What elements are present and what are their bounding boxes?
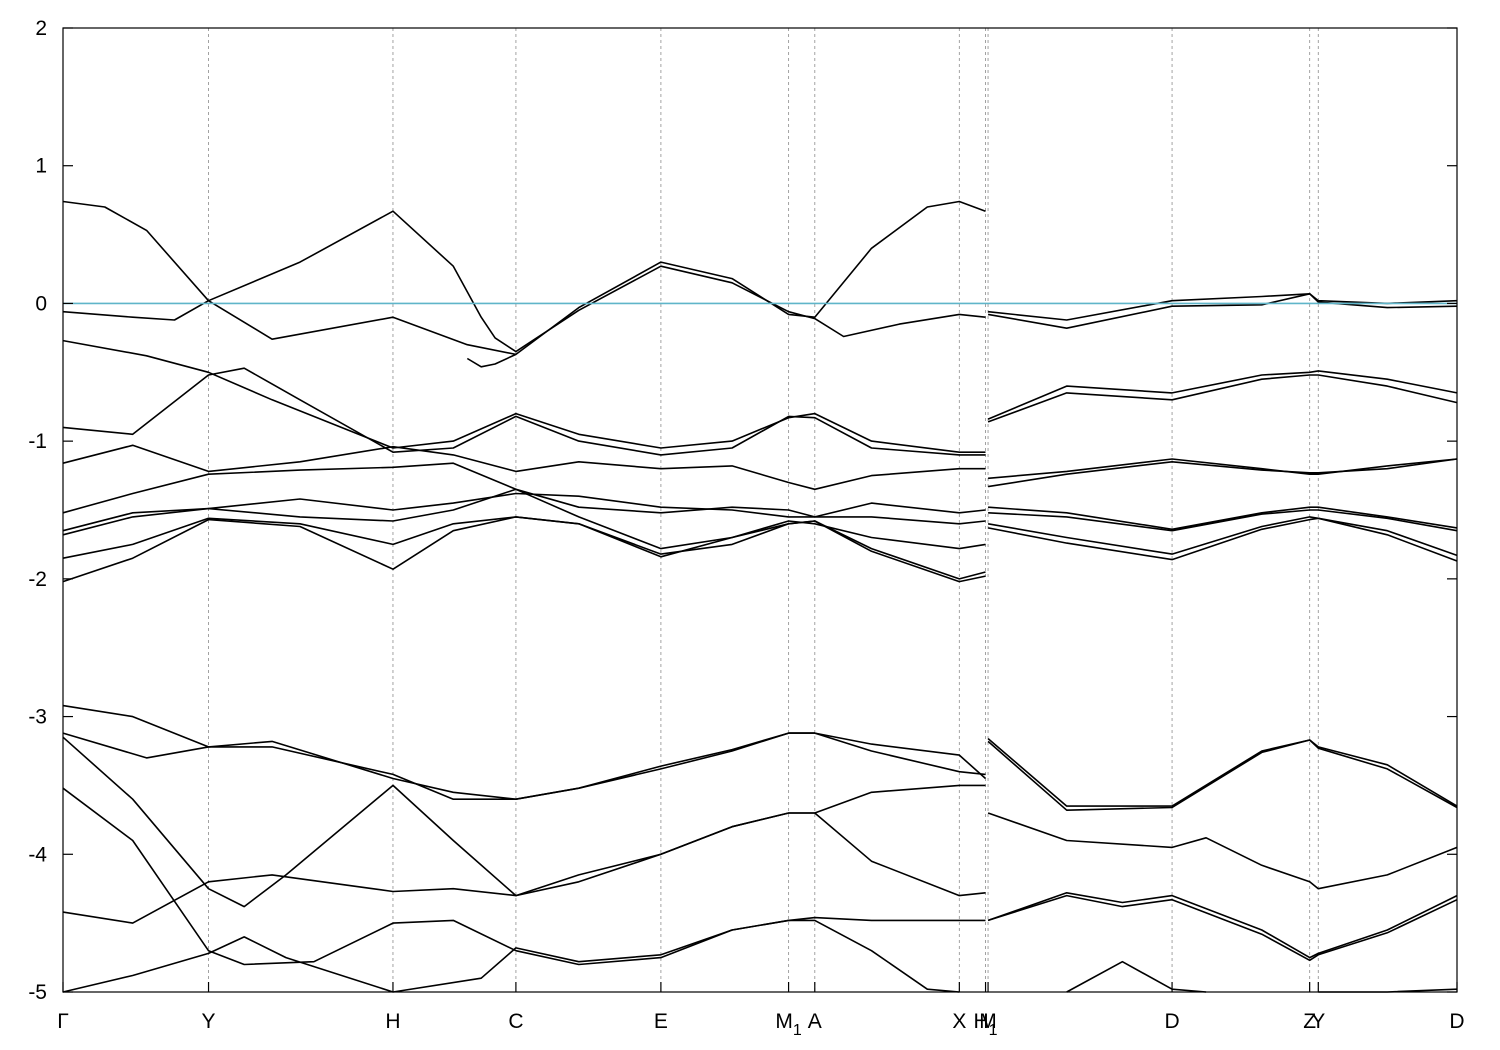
- y-tick-label: -3: [28, 706, 47, 729]
- band-line-21: [987, 517, 1458, 562]
- x-tick-label: H: [385, 1010, 400, 1033]
- band-line-30: [987, 739, 1458, 812]
- band-line-29: [987, 737, 1458, 807]
- y-tick-label: 2: [35, 17, 47, 40]
- x-tick-label: H1: [974, 1010, 998, 1039]
- y-tick-label: 0: [35, 292, 47, 315]
- x-tick-label: D: [1449, 1010, 1464, 1033]
- band-line-34: [1066, 960, 1207, 993]
- band-line-4: [62, 339, 986, 454]
- band-line-14: [987, 370, 1458, 420]
- band-line-5: [62, 367, 986, 456]
- plot-frame: [62, 27, 1458, 993]
- x-tick-label: X: [952, 1010, 966, 1033]
- band-line-13: [987, 292, 1458, 330]
- x-tick-label: Y: [1311, 1010, 1325, 1033]
- band-line-22: [62, 704, 987, 801]
- band-line-20: [987, 516, 1458, 557]
- x-tick-label: C: [508, 1010, 523, 1033]
- y-tick-label: -5: [28, 981, 47, 1004]
- band-line-24: [62, 736, 986, 908]
- y-axis-ticks: 2 1 0 -1 -2 -3 -4 -5: [28, 17, 1457, 1004]
- band-line-10: [62, 516, 986, 580]
- band-line-15: [987, 374, 1458, 423]
- band-line-7: [62, 462, 986, 518]
- band-line-3: [466, 353, 517, 368]
- kpoint-grid-lines: [208, 28, 1319, 992]
- band-line-32: [987, 891, 1458, 959]
- band-line-6: [62, 444, 986, 491]
- band-line-17: [987, 458, 1458, 488]
- band-line-18: [988, 506, 1458, 531]
- x-tick-label: E: [654, 1010, 668, 1033]
- x-tick-label: A: [808, 1010, 822, 1033]
- y-tick-label: -1: [28, 430, 47, 453]
- y-tick-label: 1: [35, 155, 47, 178]
- band-line-2: [62, 210, 986, 353]
- x-tick-label: M: [979, 1010, 997, 1033]
- band-line-33: [987, 894, 1458, 962]
- band-line-1: [62, 200, 986, 356]
- band-line-25: [62, 787, 986, 966]
- x-tick-label: Z: [1303, 1010, 1316, 1033]
- y-tick-label: -2: [28, 568, 47, 591]
- band-line-26: [62, 784, 986, 924]
- x-tick-label: D: [1164, 1010, 1179, 1033]
- band-line-23: [62, 732, 986, 801]
- x-tick-label: M1: [775, 1010, 802, 1039]
- band-line-31: [987, 812, 1458, 890]
- x-tick-label: Y: [202, 1010, 216, 1033]
- band-lines: [62, 200, 1458, 993]
- band-line-9: [62, 488, 986, 550]
- band-line-28: [392, 919, 960, 993]
- band-line-27: [62, 936, 394, 993]
- x-axis-ticks: Γ Y H C E M1 A X H1M D ZY D: [57, 982, 1465, 1039]
- y-tick-label: -4: [28, 843, 47, 866]
- band-line-11: [62, 516, 986, 583]
- band-line-19: [988, 509, 1458, 532]
- band-line-8: [62, 492, 986, 532]
- x-tick-label: Γ: [57, 1010, 69, 1033]
